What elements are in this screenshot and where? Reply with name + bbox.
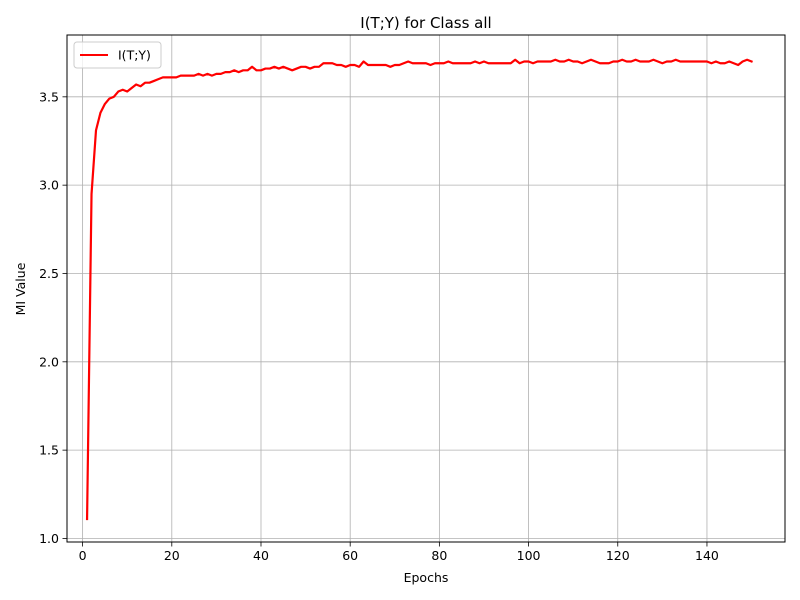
legend-label: I(T;Y) [118, 48, 151, 63]
x-tick-label: 60 [342, 548, 358, 563]
x-tick-label: 80 [431, 548, 447, 563]
legend: I(T;Y) [73, 41, 162, 69]
series-layer [85, 58, 753, 521]
tick-layer: 0 20 40 60 80 100 120 140 1.0 1.5 2.0 2.5 3.0 3.5 [39, 89, 719, 563]
x-tick-label: 0 [79, 548, 87, 563]
y-tick-label: 1.5 [39, 443, 59, 458]
chart-title: I(T;Y) for Class all [360, 14, 491, 32]
y-tick-label: 3.5 [39, 89, 59, 104]
y-axis-label: MI Value [13, 262, 28, 315]
series-line-mi [85, 58, 753, 521]
x-tick-label: 120 [606, 548, 630, 563]
x-tick-label: 140 [695, 548, 719, 563]
x-axis-label: Epochs [404, 570, 449, 585]
legend-box [73, 41, 162, 69]
grid-layer [67, 35, 785, 542]
y-tick-label: 2.0 [39, 354, 59, 369]
y-tick-label: 3.0 [39, 178, 59, 193]
plot-frame [66, 34, 786, 543]
x-tick-label: 20 [164, 548, 180, 563]
x-tick-label: 100 [517, 548, 541, 563]
y-tick-label: 2.5 [39, 266, 59, 281]
x-tick-label: 40 [253, 548, 269, 563]
y-tick-label: 1.0 [39, 531, 59, 546]
